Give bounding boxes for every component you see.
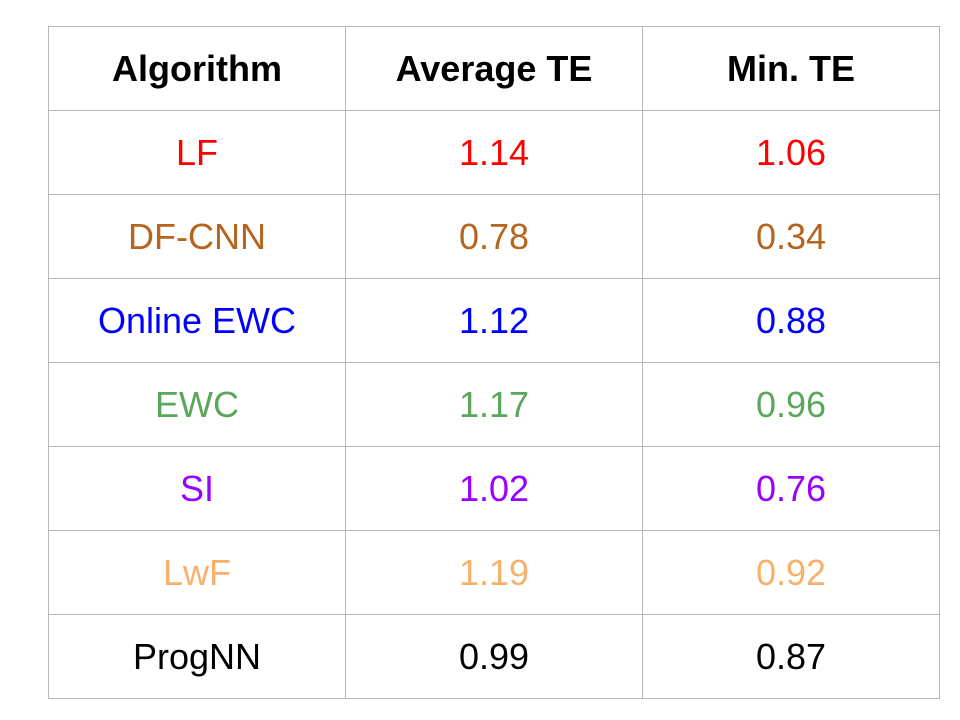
average-te-cell: 1.14: [345, 110, 643, 195]
min-te-cell: 0.76: [642, 446, 940, 531]
transfer-efficiency-table: Algorithm Average TE Min. TE LF 1.14 1.06 D…: [48, 26, 940, 699]
average-te-cell: 1.19: [345, 530, 643, 615]
average-te-cell: 0.78: [345, 194, 643, 279]
algorithm-cell: LF: [48, 110, 346, 195]
algorithm-cell: ProgNN: [48, 614, 346, 699]
min-te-cell: 0.88: [642, 278, 940, 363]
algorithm-cell: SI: [48, 446, 346, 531]
table-row: EWC 1.17 0.96: [48, 362, 940, 447]
header-average-te: Average TE: [345, 26, 643, 111]
algorithm-cell: DF-CNN: [48, 194, 346, 279]
table-row: DF-CNN 0.78 0.34: [48, 194, 940, 279]
average-te-cell: 1.12: [345, 278, 643, 363]
table-row: Online EWC 1.12 0.88: [48, 278, 940, 363]
table-body: LF 1.14 1.06 DF-CNN 0.78 0.34 Online EWC 1.12 0.…: [48, 110, 940, 699]
table-row: SI 1.02 0.76: [48, 446, 940, 531]
average-te-cell: 1.17: [345, 362, 643, 447]
algorithm-cell: EWC: [48, 362, 346, 447]
min-te-cell: 0.92: [642, 530, 940, 615]
average-te-cell: 1.02: [345, 446, 643, 531]
header-algorithm: Algorithm: [48, 26, 346, 111]
algorithm-cell: LwF: [48, 530, 346, 615]
min-te-cell: 0.87: [642, 614, 940, 699]
algorithm-cell: Online EWC: [48, 278, 346, 363]
min-te-cell: 0.96: [642, 362, 940, 447]
min-te-cell: 1.06: [642, 110, 940, 195]
header-row: Algorithm Average TE Min. TE: [48, 26, 940, 111]
table-row: LwF 1.19 0.92: [48, 530, 940, 615]
table-row: LF 1.14 1.06: [48, 110, 940, 195]
header-min-te: Min. TE: [642, 26, 940, 111]
table-row: ProgNN 0.99 0.87: [48, 614, 940, 699]
min-te-cell: 0.34: [642, 194, 940, 279]
average-te-cell: 0.99: [345, 614, 643, 699]
